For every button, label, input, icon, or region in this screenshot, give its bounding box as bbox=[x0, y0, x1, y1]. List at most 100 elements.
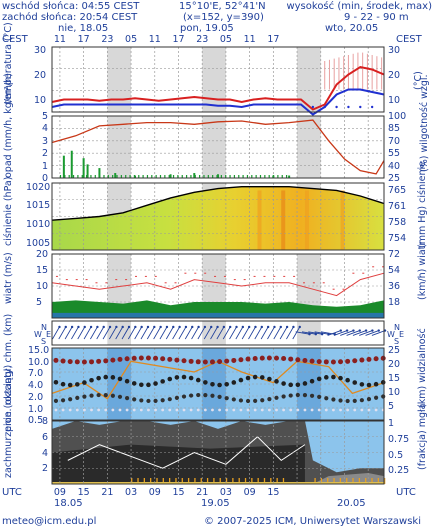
wind-arrow bbox=[333, 330, 348, 336]
cloud-mid-dot bbox=[195, 377, 201, 383]
wind-arrow-head bbox=[222, 325, 226, 329]
cloud-top-dot bbox=[309, 358, 315, 364]
cloud-top-dot bbox=[238, 357, 244, 363]
elevation-values: 9 - 22 - 90 m bbox=[344, 12, 409, 23]
wind-arrow-head bbox=[358, 329, 361, 332]
precip-bar bbox=[190, 175, 192, 178]
precip-bar bbox=[217, 174, 219, 178]
cloud-low-dot bbox=[302, 393, 308, 398]
cloud-top-dot bbox=[345, 358, 351, 364]
panel-frame bbox=[51, 115, 385, 179]
fog-bar bbox=[156, 478, 158, 484]
cloud-base-dot bbox=[132, 408, 136, 412]
cloud-base-dot bbox=[111, 408, 115, 412]
cloud-mid-dot bbox=[302, 381, 308, 386]
cloud-low-dot bbox=[96, 392, 101, 398]
precip-bar bbox=[59, 175, 62, 178]
cloud-low-dot bbox=[210, 393, 215, 398]
cloud-base-dot bbox=[54, 408, 58, 412]
compass-letter: S bbox=[41, 337, 47, 346]
footer-email[interactable]: meteo@icm.edu.pl bbox=[2, 516, 97, 527]
wind-arrow bbox=[58, 326, 67, 340]
precip-bar bbox=[268, 175, 270, 178]
fog-bar bbox=[200, 478, 202, 484]
wind-arrow-head bbox=[377, 329, 380, 332]
fog-bar bbox=[314, 478, 316, 484]
night-shade bbox=[202, 47, 226, 112]
panel-frame bbox=[51, 420, 385, 485]
bottom-hour-tick: 21 bbox=[196, 487, 209, 498]
cbase-tick-left: 7.0 bbox=[28, 368, 44, 380]
precip-bar bbox=[82, 158, 85, 178]
cloud-tick-left: 4 bbox=[42, 447, 49, 459]
pressure-tick-right: 754 bbox=[388, 233, 407, 244]
precip-bar bbox=[114, 173, 117, 178]
cloud-base-dot bbox=[310, 408, 314, 412]
wind-arrow bbox=[203, 326, 212, 340]
cloud-mid-dot bbox=[139, 382, 144, 388]
cloud-base-dot bbox=[296, 408, 300, 412]
cloud-base-dot bbox=[139, 408, 143, 412]
temperature-line bbox=[51, 65, 385, 111]
cloud-low-dot bbox=[139, 398, 144, 403]
cloud-top-dot bbox=[217, 359, 223, 365]
wind-arrow bbox=[77, 326, 86, 340]
cloud-base-dot bbox=[374, 408, 378, 412]
cloud-mid-dot bbox=[60, 381, 66, 387]
cloud-mid-dot bbox=[331, 374, 336, 380]
fog-bar bbox=[219, 478, 221, 484]
cloud-top-dot bbox=[174, 357, 180, 363]
night-shade bbox=[297, 116, 321, 178]
pressure-tick-left: 1005 bbox=[26, 237, 51, 249]
cloud-base-dot bbox=[68, 408, 72, 412]
wind-low-band bbox=[52, 312, 384, 318]
bottom-hour-tick: 09 bbox=[148, 487, 161, 498]
cloud-top-dot bbox=[366, 356, 372, 362]
cloud-base-dot bbox=[332, 408, 335, 412]
fog-bar bbox=[181, 478, 183, 484]
cloud-low-dot bbox=[309, 393, 315, 398]
fog-bar bbox=[206, 478, 209, 484]
humidity-tick-right: 40 bbox=[388, 160, 401, 172]
top-hour-tick: 11 bbox=[148, 34, 161, 45]
wind-arrow bbox=[197, 326, 206, 340]
wind-arrow-head bbox=[108, 325, 112, 329]
wind-arrow bbox=[71, 326, 79, 340]
bottom-date: 19.05 bbox=[201, 498, 230, 509]
cloud-mid-dot bbox=[124, 378, 130, 384]
cloud-low-dot bbox=[345, 398, 350, 404]
precip-tick-left: 3 bbox=[42, 135, 49, 147]
wind-arrow bbox=[127, 326, 136, 340]
wind-arrow bbox=[352, 330, 367, 336]
coords-text: 15°10'E, 52°41'N bbox=[179, 1, 266, 12]
cloud-mid-dot bbox=[309, 378, 315, 384]
precip-bar bbox=[77, 175, 79, 178]
cloud-low-dot bbox=[53, 398, 59, 404]
pressure-label-right: (mm Hg) ciśnienie bbox=[417, 161, 428, 248]
pressure-tick-right: 758 bbox=[388, 217, 407, 228]
cloud-mid-dot bbox=[231, 380, 237, 385]
wind-arrow-head bbox=[210, 325, 213, 329]
wind-arrow-head bbox=[216, 325, 219, 329]
top-hour-tick: 11 bbox=[53, 34, 66, 45]
top-hour-tick: 23 bbox=[101, 34, 114, 45]
temp-tick-right: 10 bbox=[388, 94, 401, 106]
wind-arrow-head bbox=[339, 329, 342, 332]
precip-bar bbox=[193, 173, 196, 178]
cloud-top-dot bbox=[81, 359, 87, 365]
wind-arrow-head bbox=[203, 325, 207, 329]
fog-bar bbox=[137, 478, 139, 484]
cloud-mid-dot bbox=[160, 379, 165, 384]
precip-bar bbox=[81, 175, 83, 178]
wind-arrow bbox=[210, 326, 218, 340]
top-hour-tick: 05 bbox=[219, 34, 232, 45]
cloud-low-dot bbox=[132, 397, 137, 402]
cloud-top-dot bbox=[259, 355, 265, 361]
pressure-tick-right: 761 bbox=[388, 201, 407, 212]
precip-bar bbox=[107, 175, 109, 178]
day-label: wto, 20.05 bbox=[325, 23, 379, 34]
precip-bar bbox=[99, 175, 101, 178]
cloud-mid-dot bbox=[224, 382, 229, 387]
cloud-low-dot bbox=[203, 393, 208, 398]
humidity-line bbox=[51, 119, 385, 175]
